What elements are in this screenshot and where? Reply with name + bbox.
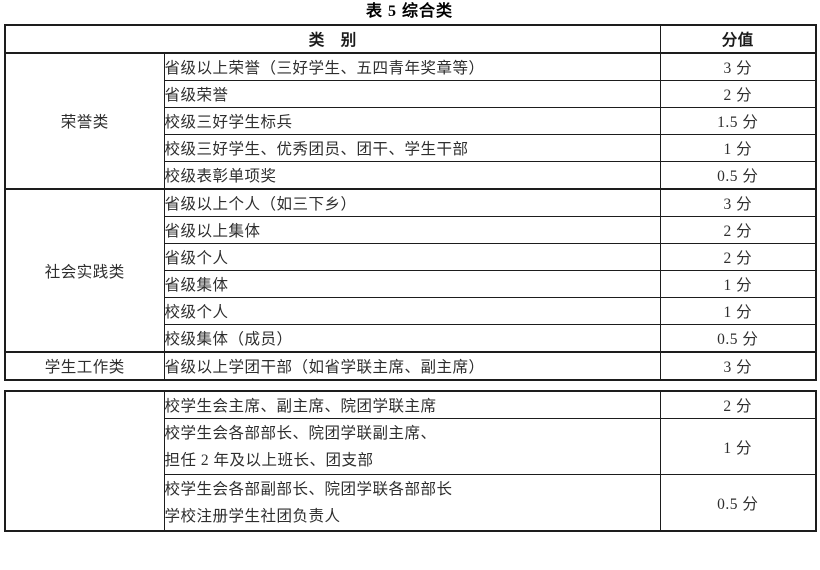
item-cell: 校级三好学生、优秀团员、团干、学生干部 xyxy=(163,134,661,162)
table-title: 表 5 综合类 xyxy=(365,3,453,20)
item-cell: 校学生会主席、副主席、院团学联主席 xyxy=(163,390,661,419)
table-row: 省级集体 1 分 xyxy=(5,270,817,298)
item-cell: 省级以上荣誉（三好学生、五四青年奖章等） xyxy=(163,52,661,81)
score-cell: 1 分 xyxy=(659,134,817,162)
score-cell: 1 分 xyxy=(659,418,817,475)
item-cell: 校学生会各部副部长、院团学联各部部长 学校注册学生社团负责人 xyxy=(163,474,661,532)
score-cell: 2 分 xyxy=(659,243,817,271)
table-row: 社会实践类 省级以上个人（如三下乡） 3 分 xyxy=(4,188,817,353)
item-cell: 校级三好学生标兵 xyxy=(163,107,661,135)
table-row: 校学生会各部副部长、院团学联各部部长 学校注册学生社团负责人 0.5 分 xyxy=(5,474,817,532)
group-label: 社会实践类 xyxy=(4,188,165,353)
score-cell: 2 分 xyxy=(659,216,817,244)
column-header-category: 类 别 xyxy=(4,24,661,54)
score-table-continued: 校学生会主席、副主席、院团学联主席 2 分校学生会各部部长、院团学联副主席、 担任… xyxy=(4,390,817,532)
table-row: 学生工作类 省级以上学团干部（如省学联主席、副主席） 3 分 xyxy=(4,351,817,381)
score-cell: 3 分 xyxy=(659,52,817,81)
item-cell: 省级荣誉 xyxy=(163,80,661,108)
score-cell: 0.5 分 xyxy=(659,474,817,532)
table-row: 省级以上集体 2 分 xyxy=(5,216,817,244)
score-cell: 3 分 xyxy=(659,351,817,381)
group-label xyxy=(4,390,165,532)
score-cell: 2 分 xyxy=(659,390,817,419)
column-header-score: 分值 xyxy=(659,24,817,54)
item-cell: 省级集体 xyxy=(163,270,661,298)
score-cell: 2 分 xyxy=(659,80,817,108)
table-row: 校学生会各部部长、院团学联副主席、 担任 2 年及以上班长、团支部 1 分 xyxy=(5,418,817,475)
item-cell: 省级个人 xyxy=(163,243,661,271)
group-label: 荣誉类 xyxy=(4,52,165,190)
score-cell: 1.5 分 xyxy=(659,107,817,135)
score-cell: 0.5 分 xyxy=(659,324,817,353)
item-cell: 校学生会各部部长、院团学联副主席、 担任 2 年及以上班长、团支部 xyxy=(163,418,661,475)
item-cell: 校级表彰单项奖 xyxy=(163,161,661,190)
table-row: 校级个人 1 分 xyxy=(5,297,817,325)
group-label: 学生工作类 xyxy=(4,351,165,381)
score-table-main: 类 别 分值 荣誉类 省级以上荣誉（三好学生、五四青年奖章等） 3 分省级荣誉 2 分… xyxy=(4,24,818,381)
table-row: 荣誉类 省级以上荣誉（三好学生、五四青年奖章等） 3 分 xyxy=(4,52,817,190)
item-cell: 省级以上个人（如三下乡） xyxy=(163,188,661,217)
score-cell: 1 分 xyxy=(659,297,817,325)
header-row: 类 别 分值 xyxy=(4,24,817,54)
table-row: 校级三好学生、优秀团员、团干、学生干部 1 分 xyxy=(5,134,817,162)
score-cell: 0.5 分 xyxy=(659,161,817,190)
table-row: 省级荣誉 2 分 xyxy=(5,80,817,108)
table-row: 校级表彰单项奖 0.5 分 xyxy=(5,161,817,190)
score-cell: 1 分 xyxy=(659,270,817,298)
item-cell: 校级集体（成员） xyxy=(163,324,661,353)
item-cell: 校级个人 xyxy=(163,297,661,325)
score-cell: 3 分 xyxy=(659,188,817,217)
table-row: 省级个人 2 分 xyxy=(5,243,817,271)
table-row: 校学生会主席、副主席、院团学联主席 2 分 xyxy=(4,390,817,532)
item-cell: 省级以上集体 xyxy=(163,216,661,244)
item-cell: 省级以上学团干部（如省学联主席、副主席） xyxy=(163,351,661,381)
